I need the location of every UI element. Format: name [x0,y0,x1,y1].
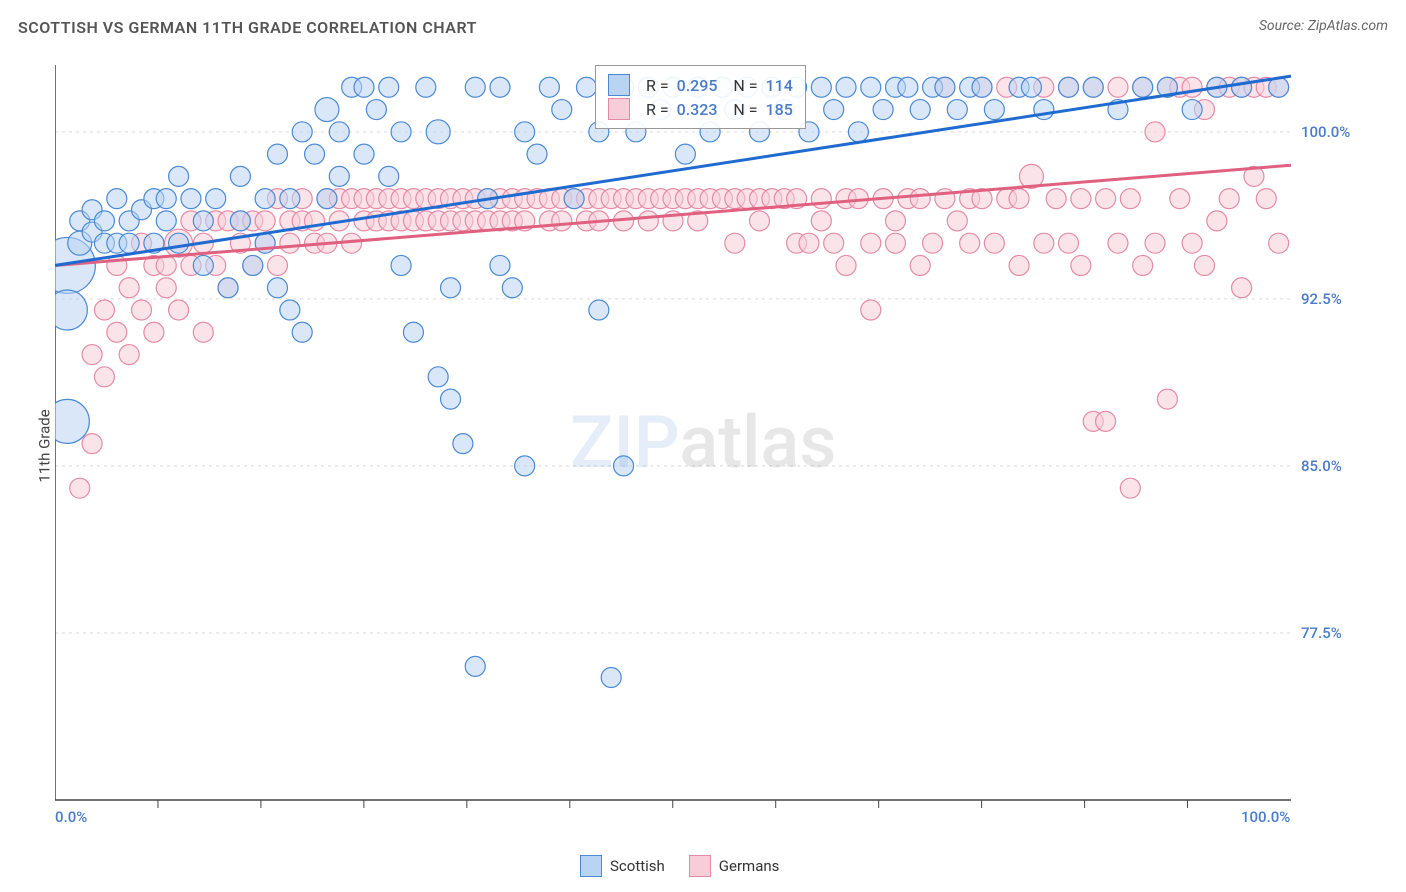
svg-text:100.0%: 100.0% [1301,123,1350,141]
y-axis-label: 11th Grade [36,409,54,482]
germans-legend-label: Germans [719,857,780,875]
svg-text:100.0%: 100.0% [1241,808,1290,826]
scottish-n-value: 114 [766,76,793,95]
stat-r-label: R = [646,76,669,95]
stat-n-label: N = [725,100,757,119]
legend-germans: Germans [689,855,780,877]
stat-n-label: N = [725,76,757,95]
stats-row-germans: R = 0.323 N = 185 [608,98,793,120]
svg-text:92.5%: 92.5% [1301,290,1342,308]
germans-n-value: 185 [766,100,793,119]
scatter-plot: 77.5% 85.0% 92.5% 100.0% 0.0% 100.0% [55,55,1351,830]
scottish-r-value: 0.295 [677,76,718,95]
scottish-legend-swatch-icon [580,855,602,877]
svg-text:77.5%: 77.5% [1301,624,1342,642]
source-label: Source: ZipAtlas.com [1259,18,1388,34]
stats-box: R = 0.295 N = 114 R = 0.323 N = 185 [595,65,806,129]
stat-r-label: R = [646,100,669,119]
chart-container: SCOTTISH VS GERMAN 11TH GRADE CORRELATIO… [0,0,1406,892]
legend: Scottish Germans [580,855,779,877]
germans-r-value: 0.323 [677,100,718,119]
scottish-swatch-icon [608,74,630,96]
legend-scottish: Scottish [580,855,665,877]
chart-title: SCOTTISH VS GERMAN 11TH GRADE CORRELATIO… [18,18,477,37]
svg-text:0.0%: 0.0% [55,808,87,826]
scottish-legend-label: Scottish [610,857,665,875]
stats-row-scottish: R = 0.295 N = 114 [608,74,793,96]
germans-swatch-icon [608,98,630,120]
germans-legend-swatch-icon [689,855,711,877]
svg-text:85.0%: 85.0% [1301,457,1342,475]
